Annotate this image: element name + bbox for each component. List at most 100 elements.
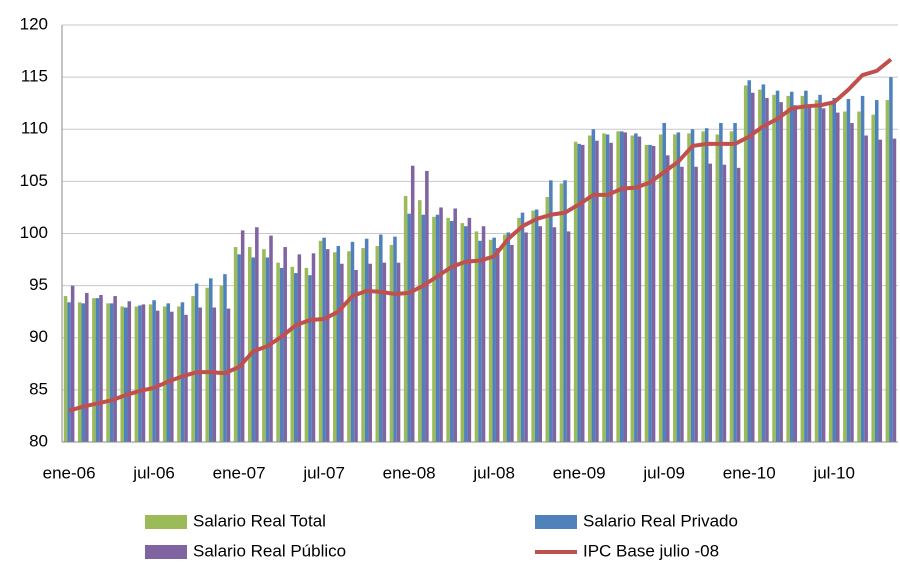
x-tick-label: jul-06 [132,463,175,482]
bar [247,247,252,442]
bar [410,165,415,443]
bar [715,134,720,442]
bar [860,95,865,442]
legend-swatch [535,515,577,529]
bar [495,248,500,442]
bar [340,263,344,442]
bar [63,296,68,442]
bar [467,217,472,442]
bar [364,238,369,442]
bar [166,303,171,442]
bar [407,213,411,442]
bar [492,237,496,442]
bar [396,262,401,442]
bar [786,95,790,442]
bar [162,306,167,442]
bar [658,134,663,442]
bar [595,140,599,442]
y-tick-label: 85 [29,379,48,398]
bar [134,306,139,442]
bar [517,217,521,442]
bar [318,240,323,442]
bar [226,308,231,442]
bar [138,305,142,442]
bar [889,77,893,442]
bar [690,129,695,442]
bar [828,102,833,443]
bar [77,302,82,442]
bar [694,166,698,442]
bar [177,306,181,442]
y-tick-label: 110 [21,119,48,138]
x-tick-label: ene-09 [553,463,606,482]
bar [878,139,883,443]
bar [864,135,868,442]
bar [393,236,397,442]
bar [212,307,217,442]
bar [191,296,195,442]
bar [814,100,819,442]
bar [549,180,553,442]
bar [818,94,822,442]
legend-label: Salario Real Total [193,511,326,530]
bar [750,92,755,442]
bar [704,128,709,442]
bar [559,183,564,442]
bar [577,143,581,442]
bar [474,231,479,442]
line [68,57,893,413]
bar [481,226,486,442]
bar [580,144,585,442]
bar [772,94,776,442]
y-tick-label: 115 [21,67,48,86]
bar [294,273,298,442]
bar [170,311,174,442]
bar [765,97,769,442]
bar [375,246,380,442]
bar [588,135,592,442]
bar [779,102,783,443]
bar [148,304,153,442]
bar [255,227,259,442]
bar [106,303,110,442]
bar [789,91,794,442]
bar [687,133,691,443]
bar [609,142,613,443]
bar [534,209,539,442]
y-tick-label: 95 [29,275,48,294]
bar [446,217,450,442]
bar [368,263,372,442]
bar [70,285,75,442]
bar [736,167,741,442]
bar [332,252,337,442]
bar [180,302,185,442]
bar [141,304,146,442]
bar [673,134,677,442]
bar [276,262,280,442]
bar [871,114,875,442]
bar [665,155,670,442]
bar [478,240,482,442]
bar [637,136,642,443]
x-tick-label: jul-08 [472,463,515,482]
bar [205,287,210,442]
bar [219,285,224,442]
bar [545,197,550,442]
bar [538,226,542,442]
bar [605,134,610,442]
bar [460,223,465,442]
bar [184,314,188,442]
bar [761,84,766,443]
bar [113,296,117,442]
bar [425,170,429,442]
bar [680,166,684,442]
y-tick-label: 100 [20,223,48,242]
y-tick-label: 120 [20,14,48,33]
bar [708,163,713,442]
bar [743,85,748,442]
bar [775,90,780,443]
x-tick-label: jul-10 [812,463,855,482]
bar [382,262,387,442]
bar [722,164,727,442]
